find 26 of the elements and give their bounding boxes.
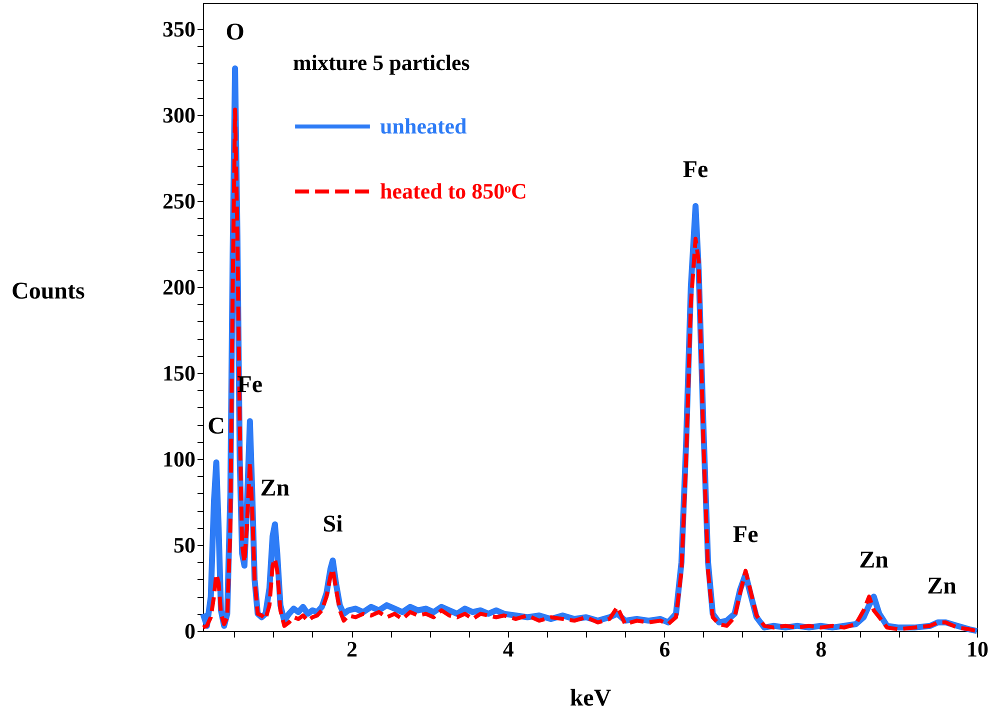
annotation: C	[208, 413, 225, 440]
y-tick-label: 150	[162, 360, 196, 386]
y-tick-label: 0	[184, 618, 196, 644]
y-tick-label: 200	[162, 274, 196, 300]
annotation: Zn	[260, 475, 290, 502]
annotation: Zn	[859, 548, 888, 574]
x-axis-title: keV	[570, 686, 612, 712]
annotation: Zn	[927, 573, 956, 600]
annotation: Si	[322, 511, 344, 538]
y-tick-label: 50	[174, 532, 196, 558]
y-tick-label: 100	[162, 446, 196, 472]
annotation: O	[226, 19, 244, 46]
x-tick-label: 2	[346, 636, 358, 662]
x-tick-label: 6	[659, 636, 670, 662]
x-tick-label: 4	[502, 636, 514, 662]
x-tick-label: 10	[966, 636, 988, 662]
y-axis-title: Counts	[12, 278, 85, 304]
annotation: Fe	[732, 522, 759, 548]
annotation: Fe	[682, 157, 709, 184]
legend-label: heated to 850ᵒC	[380, 178, 527, 204]
legend-title: mixture 5 particles	[293, 50, 470, 75]
legend-label: unheated	[380, 114, 467, 138]
x-tick-label: 8	[816, 636, 827, 662]
y-tick-label: 350	[162, 16, 196, 42]
y-tick-label: 300	[162, 102, 196, 128]
y-tick-label: 250	[162, 188, 196, 214]
